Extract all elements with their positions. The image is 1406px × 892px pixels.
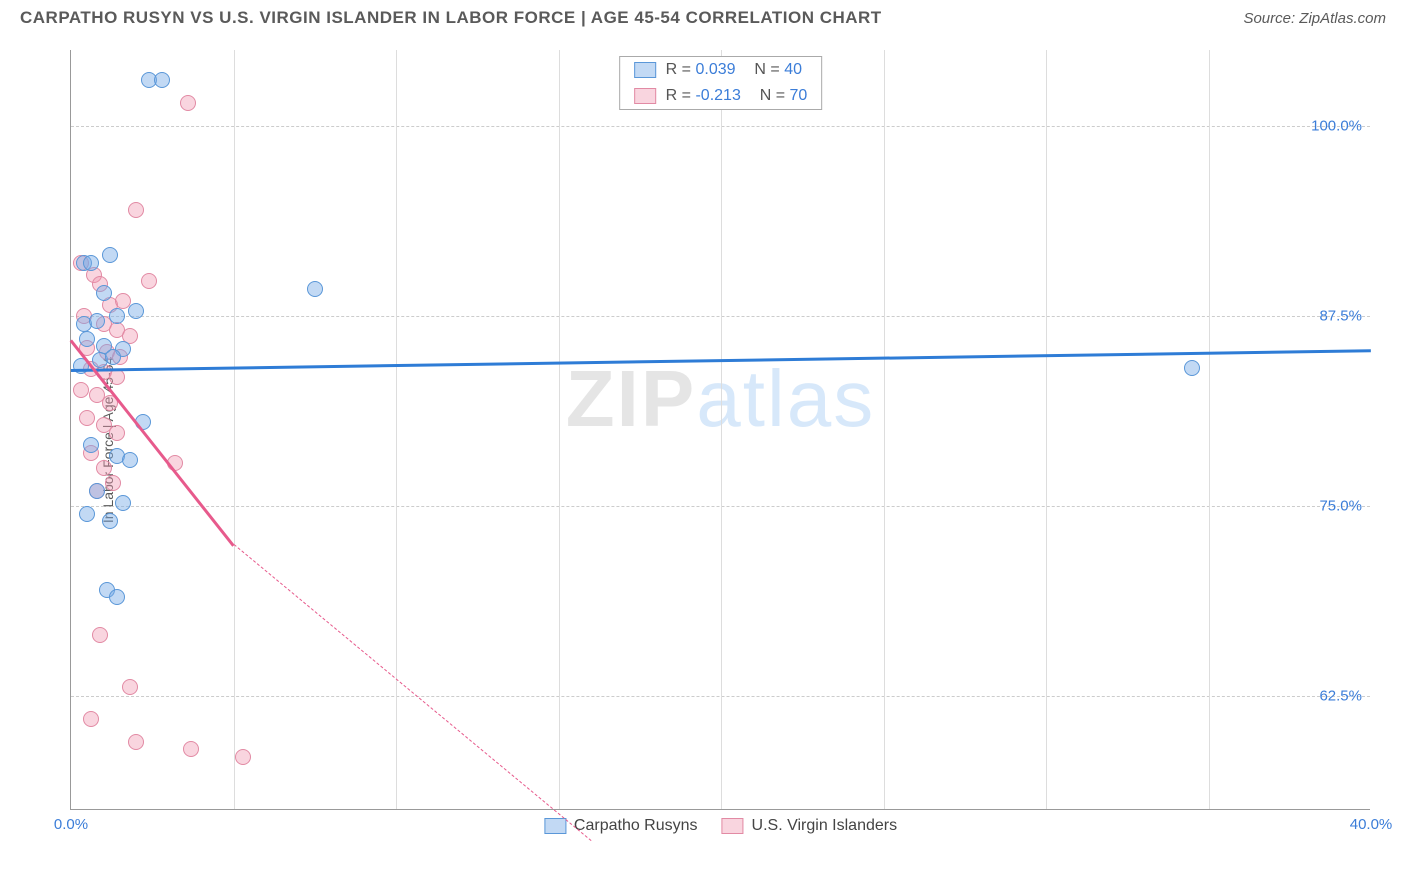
scatter-point-a: [307, 281, 323, 297]
scatter-point-b: [96, 460, 112, 476]
gridline-vertical: [721, 50, 722, 809]
scatter-point-b: [105, 475, 121, 491]
correlation-row: R = -0.213 N = 70: [620, 83, 822, 109]
scatter-point-b: [79, 410, 95, 426]
scatter-point-b: [141, 273, 157, 289]
x-tick-label: 40.0%: [1350, 816, 1393, 833]
scatter-point-b: [180, 95, 196, 111]
gridline-vertical: [559, 50, 560, 809]
scatter-point-a: [79, 331, 95, 347]
gridline-vertical: [234, 50, 235, 809]
scatter-point-a: [1184, 360, 1200, 376]
chart-container: In Labor Force | Age 45-54 ZIPatlas R = …: [20, 40, 1386, 840]
legend-swatch: [634, 62, 656, 78]
trendline-b-dash: [233, 544, 591, 841]
y-tick-label: 75.0%: [1319, 498, 1362, 515]
scatter-point-a: [96, 285, 112, 301]
scatter-point-b: [73, 382, 89, 398]
gridline-vertical: [1209, 50, 1210, 809]
scatter-point-a: [105, 349, 121, 365]
scatter-point-b: [109, 369, 125, 385]
scatter-point-a: [79, 506, 95, 522]
scatter-point-a: [154, 72, 170, 88]
scatter-point-b: [92, 627, 108, 643]
legend-label: Carpatho Rusyns: [574, 817, 698, 835]
scatter-point-b: [128, 734, 144, 750]
series-legend: Carpatho Rusyns U.S. Virgin Islanders: [544, 817, 897, 835]
chart-title: CARPATHO RUSYN VS U.S. VIRGIN ISLANDER I…: [20, 8, 882, 28]
gridline-vertical: [1046, 50, 1047, 809]
scatter-point-a: [109, 308, 125, 324]
correlation-n: N = 70: [751, 87, 807, 105]
plot-area: ZIPatlas R = 0.039 N = 40R = -0.213 N = …: [70, 50, 1370, 810]
x-tick-label: 0.0%: [54, 816, 88, 833]
y-tick-label: 100.0%: [1311, 118, 1362, 135]
scatter-point-a: [83, 437, 99, 453]
legend-swatch: [544, 818, 566, 834]
y-tick-label: 62.5%: [1319, 688, 1362, 705]
scatter-point-b: [235, 749, 251, 765]
gridline-vertical: [884, 50, 885, 809]
y-tick-label: 87.5%: [1319, 308, 1362, 325]
scatter-point-a: [122, 452, 138, 468]
scatter-point-b: [122, 679, 138, 695]
scatter-point-b: [128, 202, 144, 218]
correlation-legend: R = 0.039 N = 40R = -0.213 N = 70: [619, 56, 823, 110]
scatter-point-a: [128, 303, 144, 319]
scatter-point-a: [109, 589, 125, 605]
source-attribution: Source: ZipAtlas.com: [1243, 10, 1386, 27]
scatter-point-b: [183, 741, 199, 757]
legend-swatch: [634, 88, 656, 104]
scatter-point-b: [83, 711, 99, 727]
gridline-vertical: [396, 50, 397, 809]
scatter-point-a: [115, 495, 131, 511]
scatter-point-a: [102, 513, 118, 529]
correlation-r: R = -0.213: [666, 87, 741, 105]
legend-label: U.S. Virgin Islanders: [752, 817, 898, 835]
scatter-point-a: [89, 313, 105, 329]
legend-swatch: [722, 818, 744, 834]
scatter-point-a: [89, 483, 105, 499]
scatter-point-b: [109, 425, 125, 441]
scatter-point-a: [102, 247, 118, 263]
correlation-row: R = 0.039 N = 40: [620, 57, 822, 83]
legend-item: U.S. Virgin Islanders: [722, 817, 898, 835]
correlation-n: N = 40: [746, 61, 802, 79]
scatter-point-a: [83, 255, 99, 271]
correlation-r: R = 0.039: [666, 61, 736, 79]
